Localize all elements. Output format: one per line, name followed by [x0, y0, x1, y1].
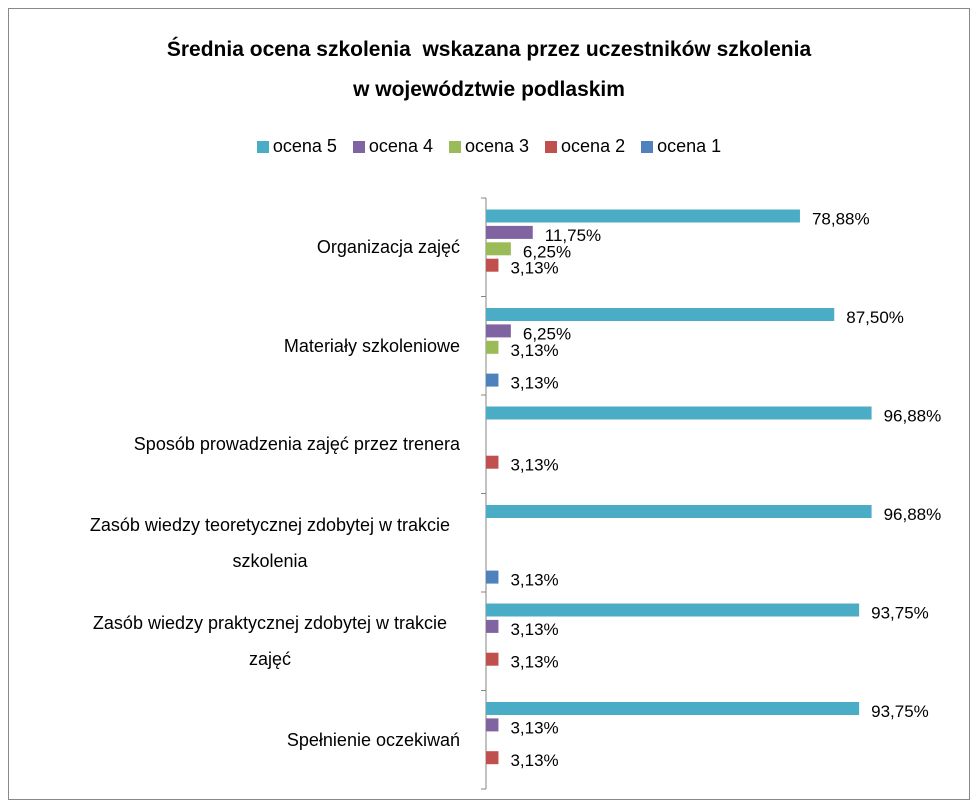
data-label: 93,75% — [871, 702, 929, 721]
bar — [486, 225, 533, 239]
legend-swatch — [256, 140, 269, 153]
chart-title: Średnia ocena szkolenia wskazana przez u… — [166, 38, 812, 101]
category-label: Zasób wiedzy praktycznej zdobytej w trak… — [20, 592, 460, 691]
legend-swatch — [352, 140, 365, 153]
chart-frame — [8, 8, 970, 800]
legend-item: ocena 3 — [448, 136, 530, 157]
legend-swatch — [641, 140, 654, 153]
data-label: 11,75% — [545, 226, 601, 245]
bar — [486, 652, 499, 666]
bar — [486, 258, 499, 272]
legend-label: ocena 5 — [272, 136, 337, 156]
bar — [486, 455, 499, 469]
bar — [486, 603, 860, 617]
bar — [486, 406, 872, 420]
data-label: 6,25% — [523, 324, 571, 343]
data-label: 3,13% — [510, 341, 558, 360]
data-label: 3,13% — [510, 571, 558, 590]
legend-label: ocena 4 — [368, 136, 433, 156]
data-label: 3,13% — [510, 653, 558, 672]
data-label: 93,75% — [871, 603, 929, 622]
data-label: 6,25% — [523, 242, 571, 261]
bar — [486, 340, 499, 354]
data-label: 3,13% — [510, 620, 558, 639]
legend-item: ocena 2 — [545, 136, 625, 157]
bar — [486, 324, 511, 338]
category-label: Organizacja zajęć — [20, 198, 460, 297]
legend-item: ocena 4 — [352, 136, 433, 157]
legend-swatch — [448, 140, 461, 153]
category-label: Materiały szkoleniowe — [20, 297, 460, 396]
category-text: Zasób wiedzy teoretycznej zdobytej w tra… — [89, 514, 451, 571]
legend-swatch — [545, 140, 558, 153]
bar — [486, 308, 835, 321]
bar — [486, 718, 499, 732]
legend-label: ocena 2 — [561, 136, 626, 156]
data-label: 3,13% — [510, 374, 558, 393]
category-label: Sposób prowadzenia zajęć przez trenera — [20, 395, 460, 494]
bar — [486, 505, 872, 518]
data-label: 96,88% — [884, 505, 942, 524]
bar — [486, 619, 499, 633]
legend: ocena 5 ocena 4 ocena 3 ocena 2 ocena 1 — [8, 136, 970, 157]
data-label: 3,13% — [510, 456, 558, 475]
legend-item: ocena 5 — [256, 136, 337, 157]
data-label: 3,13% — [510, 259, 558, 278]
legend-label: ocena 1 — [657, 136, 722, 156]
data-label: 3,13% — [510, 751, 558, 770]
bar — [486, 702, 860, 715]
bar — [486, 751, 499, 765]
data-label: 96,88% — [884, 406, 942, 425]
category-text: Organizacja zajęć — [316, 237, 460, 258]
category-text: Zasób wiedzy praktycznej zdobytej w trak… — [92, 613, 448, 670]
bar — [486, 570, 499, 584]
category-text: Materiały szkoleniowe — [283, 335, 460, 356]
legend-item: ocena 1 — [641, 136, 721, 157]
bar — [486, 209, 800, 223]
category-label: Zasób wiedzy teoretycznej zdobytej w tra… — [20, 494, 460, 593]
category-text: Spełnienie oczekiwań — [286, 729, 460, 750]
bar — [486, 373, 499, 387]
category-text: Sposób prowadzenia zajęć przez trenera — [133, 434, 460, 455]
data-label: 87,50% — [846, 308, 904, 327]
data-label: 78,88% — [812, 209, 870, 228]
data-label: 3,13% — [510, 718, 558, 737]
legend-label: ocena 3 — [464, 136, 530, 156]
category-label: Spełnienie oczekiwań — [20, 691, 460, 790]
bar — [486, 242, 511, 256]
